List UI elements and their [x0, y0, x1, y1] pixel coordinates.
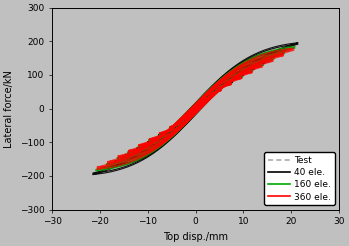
Legend: Test, 40 ele., 160 ele., 360 ele.: Test, 40 ele., 160 ele., 360 ele.: [264, 153, 335, 205]
Y-axis label: Lateral force/kN: Lateral force/kN: [4, 70, 14, 148]
X-axis label: Top disp./mm: Top disp./mm: [163, 232, 228, 242]
